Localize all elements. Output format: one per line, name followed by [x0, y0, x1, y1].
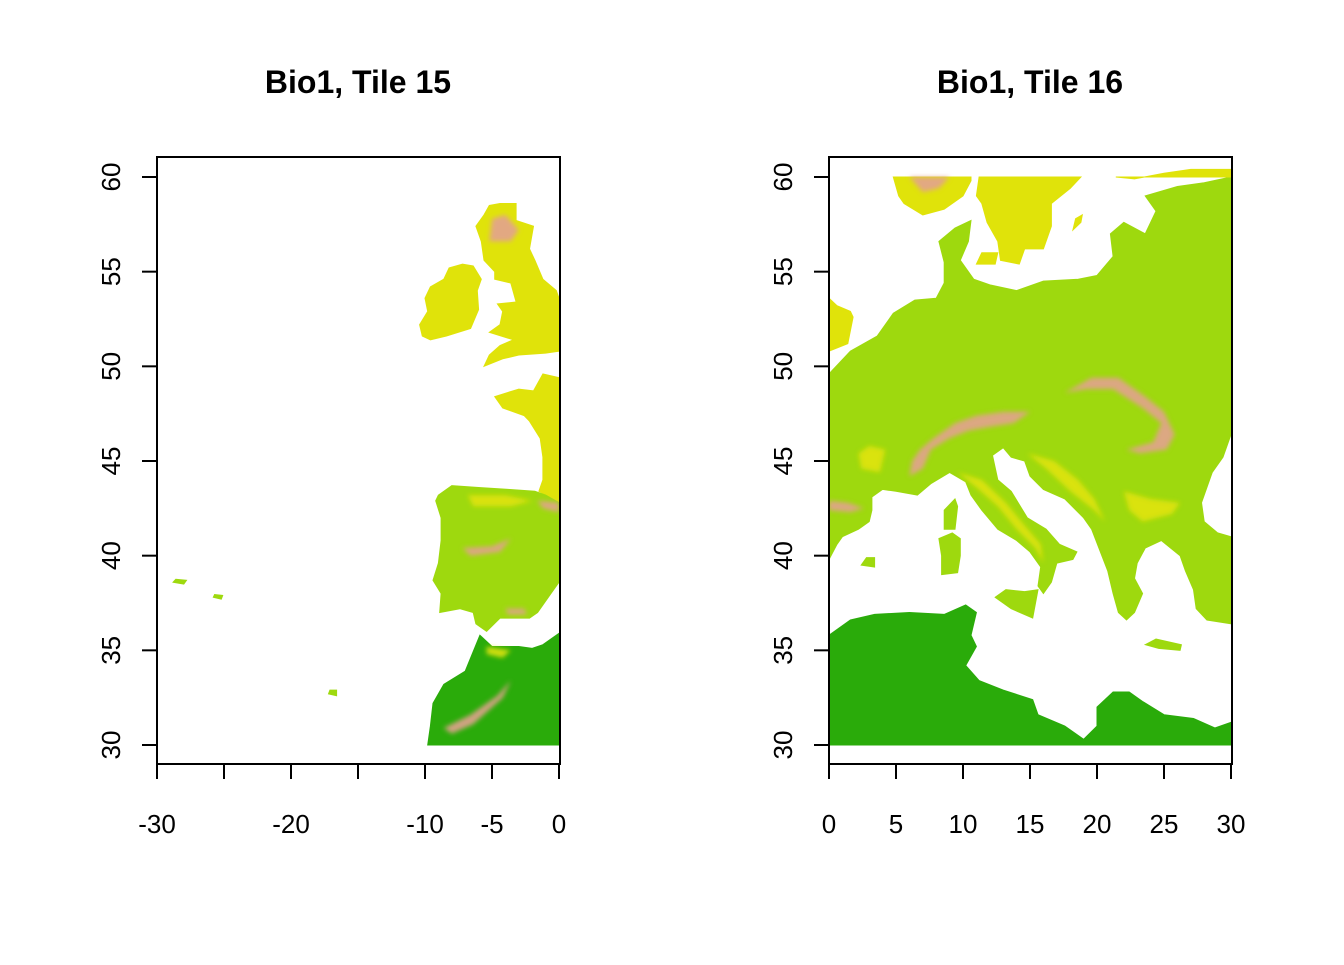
land-sardinia: [938, 532, 961, 576]
y-tick-label: 55: [768, 257, 798, 286]
x-axis: -30 -20 -10 -5 0: [138, 763, 566, 839]
x-axis: 0 5 10 15 20 25 30: [822, 763, 1246, 839]
highland-sierra-nevada: [505, 608, 527, 615]
highland-layer: [829, 177, 1181, 564]
y-tick-label: 60: [96, 163, 126, 192]
land-britain-edge: [829, 297, 854, 352]
highland-alps: [909, 411, 1030, 477]
x-tick-label: 20: [1083, 809, 1112, 839]
x-tick-label: 25: [1150, 809, 1179, 839]
x-tick-label: 0: [822, 809, 836, 839]
land-zealand: [975, 252, 999, 265]
land-gotland: [1072, 213, 1083, 232]
land-finland-south: [1115, 168, 1232, 180]
y-tick-label: 50: [96, 352, 126, 381]
land-continental-europe: [829, 176, 1232, 625]
land-norway-south: [892, 176, 972, 216]
land-balearics: [860, 557, 876, 568]
y-tick-label: 35: [768, 636, 798, 665]
y-tick-label: 50: [768, 352, 798, 381]
map-panel-tile-15: Bio1, Tile 15 -30 -20 -10 -5 0 30 35 40 45 50 55 6…: [96, 64, 566, 839]
land-france: [493, 373, 560, 504]
land-crete: [1143, 638, 1183, 651]
y-tick-label: 40: [768, 541, 798, 570]
land-iberia: [432, 485, 560, 633]
x-tick-label: 0: [552, 809, 566, 839]
x-tick-label: 30: [1217, 809, 1246, 839]
x-tick-label: 5: [889, 809, 903, 839]
panel-title: Bio1, Tile 16: [937, 64, 1123, 100]
y-tick-label: 40: [96, 541, 126, 570]
land-sicily: [994, 589, 1039, 619]
highland-atlas: [443, 680, 511, 734]
y-tick-label: 30: [96, 731, 126, 760]
land-azores-2: [212, 593, 224, 600]
highland-central-system: [462, 538, 511, 556]
x-tick-label: -5: [480, 809, 503, 839]
highland-scottish-highlands: [489, 214, 519, 242]
land-azores-1: [172, 578, 188, 585]
land-sweden-south: [975, 176, 1083, 265]
highland-pyrenees-east: [829, 500, 864, 513]
y-tick-label: 35: [96, 636, 126, 665]
highland-massif-central: [858, 445, 886, 473]
y-tick-label: 55: [96, 257, 126, 286]
y-tick-label: 30: [768, 731, 798, 760]
highland-balkan: [1123, 491, 1181, 522]
highland-scandes: [909, 177, 950, 193]
highland-pyrenees: [537, 500, 559, 513]
x-tick-label: -20: [272, 809, 310, 839]
x-tick-label: -30: [138, 809, 176, 839]
y-axis: 30 35 40 45 50 55 60: [768, 163, 830, 760]
highland-cantabrian: [467, 495, 533, 507]
highland-carpathians: [1064, 377, 1175, 454]
highland-rif: [486, 646, 511, 658]
map-panel-tile-16: Bio1, Tile 16 0 5 10 15 20 25 30 30 35 40 45 50 55 6…: [768, 64, 1245, 839]
y-axis: 30 35 40 45 50 55 60: [96, 163, 158, 760]
land-madeira: [327, 689, 338, 697]
land-corsica: [943, 497, 959, 530]
land-layer: [829, 168, 1232, 746]
land-layer: [172, 203, 560, 746]
x-tick-label: 10: [949, 809, 978, 839]
panel-title: Bio1, Tile 15: [265, 64, 451, 100]
x-tick-label: -10: [406, 809, 444, 839]
x-tick-label: 15: [1016, 809, 1045, 839]
land-great-britain: [475, 203, 560, 368]
land-north-africa: [829, 604, 1232, 746]
highland-layer: [443, 214, 559, 734]
land-morocco: [427, 632, 560, 746]
y-tick-label: 45: [96, 447, 126, 476]
land-ireland: [419, 263, 482, 341]
y-tick-label: 60: [768, 163, 798, 192]
y-tick-label: 45: [768, 447, 798, 476]
